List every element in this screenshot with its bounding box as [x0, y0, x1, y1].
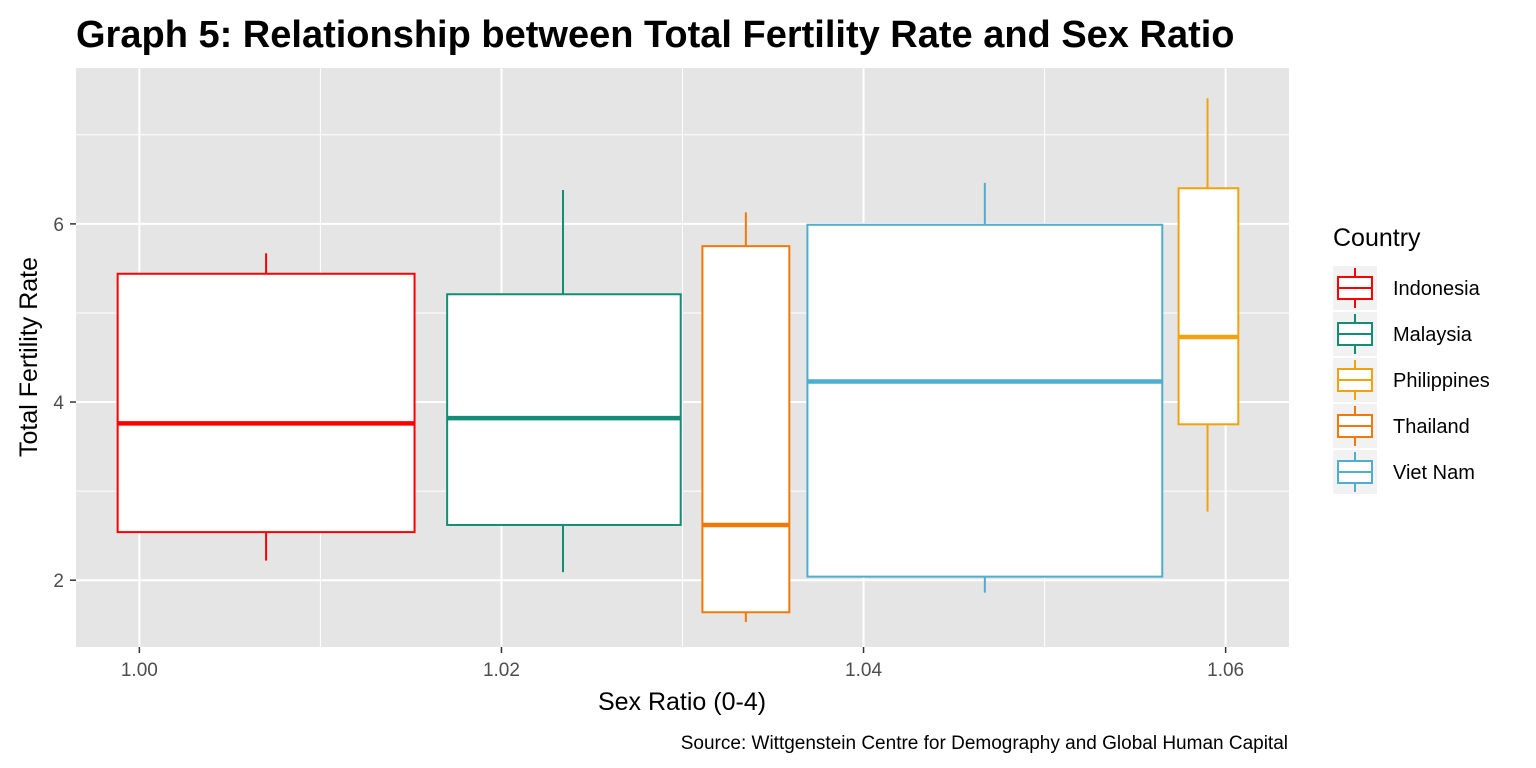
legend-label-viet-nam: Viet Nam	[1393, 462, 1475, 484]
x-tick-label: 1.02	[483, 660, 520, 681]
x-tick-label: 1.06	[1207, 660, 1244, 681]
box-indonesia	[116, 253, 416, 561]
legend-title: Country	[1333, 224, 1421, 252]
legend-item-thailand: Thailand	[1333, 404, 1470, 448]
legend-item-indonesia: Indonesia	[1333, 266, 1481, 310]
y-tick-label: 2	[53, 571, 64, 592]
legend-label-indonesia: Indonesia	[1393, 278, 1481, 300]
box-body-indonesia	[116, 272, 416, 534]
legend-label-philippines: Philippines	[1393, 370, 1490, 392]
legend-label-malaysia: Malaysia	[1393, 324, 1473, 346]
box-malaysia	[446, 190, 682, 573]
plot-panel	[76, 68, 1289, 647]
box-body-philippines	[1177, 187, 1240, 426]
y-axis-title: Total Fertility Rate	[15, 257, 43, 457]
legend: Country Indonesia Malaysia Philippines Thai…	[1333, 224, 1490, 494]
box-body-viet-nam	[806, 223, 1164, 578]
legend-item-philippines: Philippines	[1333, 358, 1490, 402]
legend-item-malaysia: Malaysia	[1333, 312, 1473, 356]
x-axis: 1.00 1.02 1.04 1.06	[121, 647, 1244, 681]
x-tick-label: 1.04	[845, 660, 882, 681]
box-philippines	[1177, 98, 1240, 512]
y-tick-label: 4	[53, 393, 64, 414]
legend-item-viet-nam: Viet Nam	[1333, 450, 1475, 494]
x-axis-title: Sex Ratio (0-4)	[598, 688, 766, 716]
x-tick-label: 1.00	[121, 660, 158, 681]
box-viet-nam	[806, 182, 1164, 593]
source-caption: Source: Wittgenstein Centre for Demograp…	[681, 733, 1288, 754]
box-thailand	[701, 212, 791, 623]
y-axis: 2 4 6	[53, 215, 76, 592]
y-tick-label: 6	[53, 215, 64, 236]
box-body-thailand	[701, 245, 791, 614]
box-body-malaysia	[446, 293, 682, 526]
chart-title: Graph 5: Relationship between Total Fert…	[76, 14, 1235, 56]
legend-label-thailand: Thailand	[1393, 416, 1470, 438]
